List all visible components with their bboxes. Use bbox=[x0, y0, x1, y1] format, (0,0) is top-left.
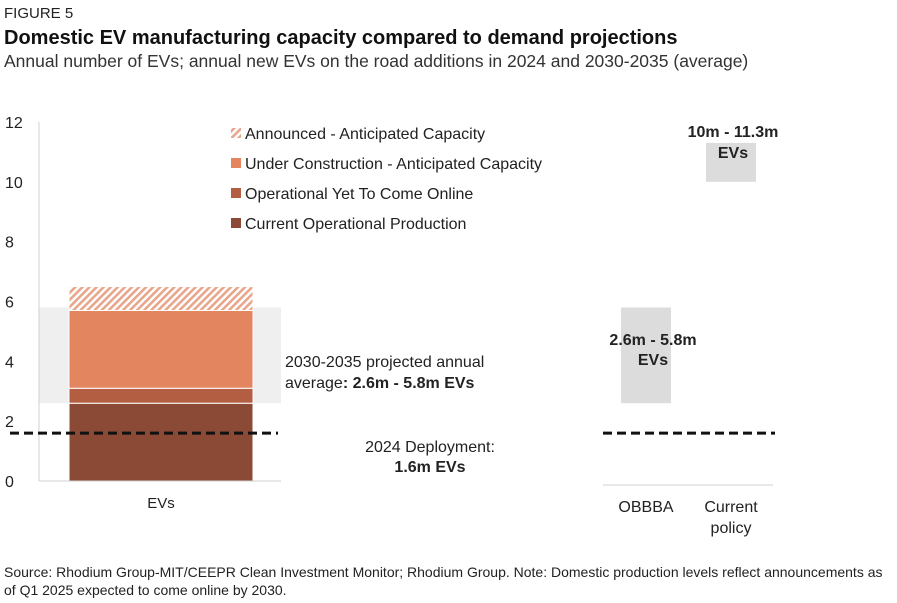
capacity-panel: 0 2 4 6 8 10 12 EVs Announced - Anticipated Ca… bbox=[5, 115, 542, 512]
x-tick-label-right: OBBBA bbox=[618, 499, 673, 516]
band-annotation-line2-bold: : 2.6m - 5.8m EVs bbox=[343, 375, 475, 392]
range-box bbox=[621, 307, 671, 404]
range-label-line2: EVs bbox=[718, 145, 748, 162]
y-tick-label: 10 bbox=[5, 175, 23, 192]
legend-label: Announced - Anticipated Capacity bbox=[245, 126, 485, 143]
y-tick-label: 6 bbox=[5, 295, 14, 312]
y-tick-label: 4 bbox=[5, 354, 14, 371]
band-annotation-line2-prefix: average bbox=[285, 375, 343, 392]
legend-label: Operational Yet To Come Online bbox=[245, 186, 473, 203]
band-annotation: 2030-2035 projected annual average: 2.6m… bbox=[285, 354, 489, 392]
bar-segment-1 bbox=[68, 387, 254, 404]
x-tick-label-right: Current bbox=[704, 499, 758, 516]
range-label-line2: EVs bbox=[638, 352, 668, 369]
demand-panel: 2.6m - 5.8m EVs 10m - 11.3m EVs OBBBA Curren… bbox=[603, 124, 778, 537]
bar-segment-3 bbox=[68, 286, 254, 311]
x-tick-label: EVs bbox=[147, 495, 175, 512]
legend-swatch bbox=[231, 218, 241, 228]
source-note: Source: Rhodium Group-MIT/CEEPR Clean In… bbox=[4, 564, 883, 598]
range-box bbox=[706, 142, 756, 182]
legend-swatch bbox=[231, 158, 241, 168]
x-tick-label-right: policy bbox=[711, 520, 752, 537]
range-label-line1: 2.6m - 5.8m bbox=[609, 332, 696, 349]
y-tick-label: 8 bbox=[5, 235, 14, 252]
legend-label: Under Construction - Anticipated Capacit… bbox=[245, 156, 542, 173]
legend-swatch bbox=[231, 128, 241, 138]
deployment-annotation-line1: 2024 Deployment: bbox=[365, 439, 495, 456]
legend: Announced - Anticipated Capacity Under Co… bbox=[231, 126, 542, 233]
y-tick-label: 12 bbox=[5, 115, 23, 132]
bar-segment-2 bbox=[68, 309, 254, 389]
band-annotation-line1: 2030-2035 projected annual bbox=[285, 354, 484, 371]
legend-label: Current Operational Production bbox=[245, 216, 466, 233]
y-tick-label: 0 bbox=[5, 474, 14, 491]
range-label-line1: 10m - 11.3m bbox=[688, 124, 779, 141]
chart-title: Domestic EV manufacturing capacity compa… bbox=[4, 27, 678, 49]
figure-label: FIGURE 5 bbox=[4, 5, 74, 22]
bar-segment-0 bbox=[68, 402, 254, 482]
deployment-annotation-line2: 1.6m EVs bbox=[394, 459, 465, 476]
chart-subtitle: Annual number of EVs; annual new EVs on … bbox=[4, 51, 749, 71]
y-tick-label: 2 bbox=[5, 414, 14, 431]
legend-swatch bbox=[231, 188, 241, 198]
